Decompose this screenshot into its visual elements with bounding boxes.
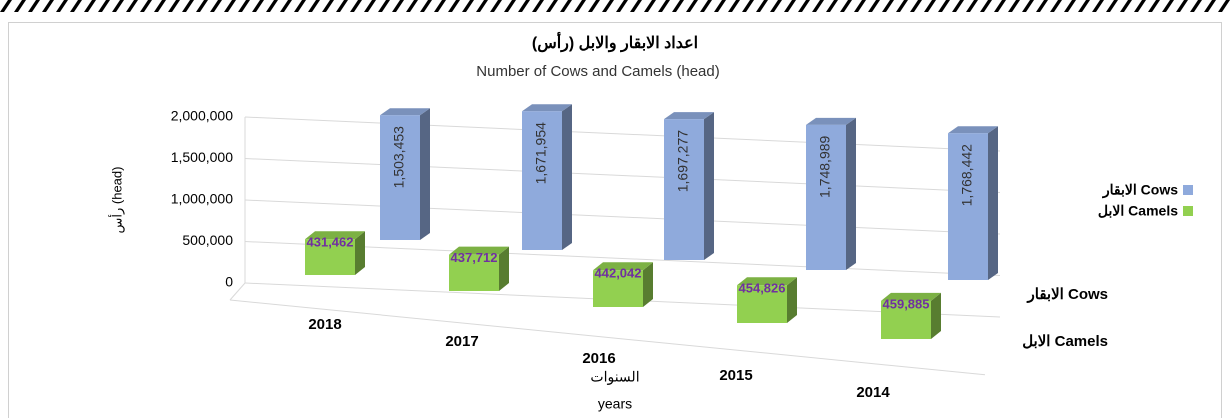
- chart-title: اعداد الابقار والابل (رأس): [532, 31, 698, 53]
- bar-top: [806, 117, 856, 125]
- y-tick-label: 1,500,000: [171, 149, 233, 165]
- bar: [380, 115, 420, 240]
- bar-side: [420, 108, 430, 240]
- chart-frame: [8, 22, 1222, 418]
- bar-side: [704, 112, 714, 260]
- bar: [522, 111, 562, 251]
- x-tick-label: 2015: [719, 367, 752, 384]
- y-tick-label: 500,000: [182, 232, 233, 248]
- x-axis-label: years: [598, 396, 632, 412]
- bar-top: [305, 231, 365, 240]
- bar-side: [355, 231, 365, 275]
- bar-top: [737, 277, 797, 286]
- bar-top: [449, 246, 509, 255]
- bar-side: [787, 277, 797, 323]
- bar: [305, 239, 355, 275]
- bar-side: [643, 262, 653, 307]
- bar-top: [593, 262, 653, 271]
- x-tick-label: 2016: [582, 350, 615, 367]
- bar-side: [499, 246, 509, 291]
- bar-side: [562, 104, 572, 251]
- data-label: 1,503,453: [391, 126, 407, 188]
- bar-side: [846, 117, 856, 270]
- grid-line: [244, 199, 1001, 235]
- y-axis-label: رأس (head): [108, 167, 125, 234]
- chart-subtitle: Number of Cows and Camels (head): [476, 63, 719, 80]
- legend-swatch: [1183, 206, 1193, 216]
- data-label: 437,712: [451, 250, 498, 265]
- x-tick-label: 2014: [856, 384, 890, 401]
- grid-line: [244, 241, 1001, 276]
- bar: [948, 133, 988, 280]
- y-tick-label: 0: [225, 274, 233, 290]
- bar: [806, 124, 846, 270]
- floor-edge: [229, 282, 246, 301]
- y-tick-label: 2,000,000: [171, 108, 233, 124]
- floor-edge: [229, 299, 986, 376]
- grid-line: [244, 158, 1001, 193]
- legend-swatch: [1183, 185, 1193, 195]
- data-label: 1,768,442: [959, 144, 975, 206]
- legend-label: الابل Camels: [1098, 203, 1178, 219]
- x-tick-label: 2018: [308, 316, 341, 333]
- bar: [737, 285, 787, 323]
- bar-side: [988, 126, 998, 280]
- bar-top: [881, 292, 941, 301]
- bar: [664, 119, 704, 260]
- x-axis-label: السنوات: [590, 369, 639, 386]
- data-label: 459,885: [883, 296, 930, 311]
- grid-line: [244, 116, 1001, 152]
- y-tick-label: 1,000,000: [171, 191, 233, 207]
- bar: [593, 270, 643, 307]
- data-label: 1,671,954: [533, 122, 549, 184]
- data-label: 442,042: [595, 266, 642, 281]
- bar-top: [522, 104, 572, 112]
- data-label: 454,826: [739, 281, 786, 296]
- bar: [449, 254, 499, 291]
- bar-top: [380, 108, 430, 116]
- data-label: 431,462: [307, 235, 354, 250]
- x-tick-label: 2017: [445, 333, 478, 350]
- bar-top: [948, 126, 998, 134]
- data-label: 1,697,277: [675, 130, 691, 192]
- depth-tick-label: الابل Camels: [1022, 333, 1108, 350]
- bar-side: [931, 292, 941, 339]
- bar-top: [664, 112, 714, 120]
- depth-tick-label: الابقار Cows: [1027, 286, 1109, 303]
- bar: [881, 300, 931, 339]
- data-label: 1,748,989: [817, 135, 833, 197]
- legend-label: الابقار Cows: [1102, 182, 1178, 199]
- top-border: [0, 0, 1231, 12]
